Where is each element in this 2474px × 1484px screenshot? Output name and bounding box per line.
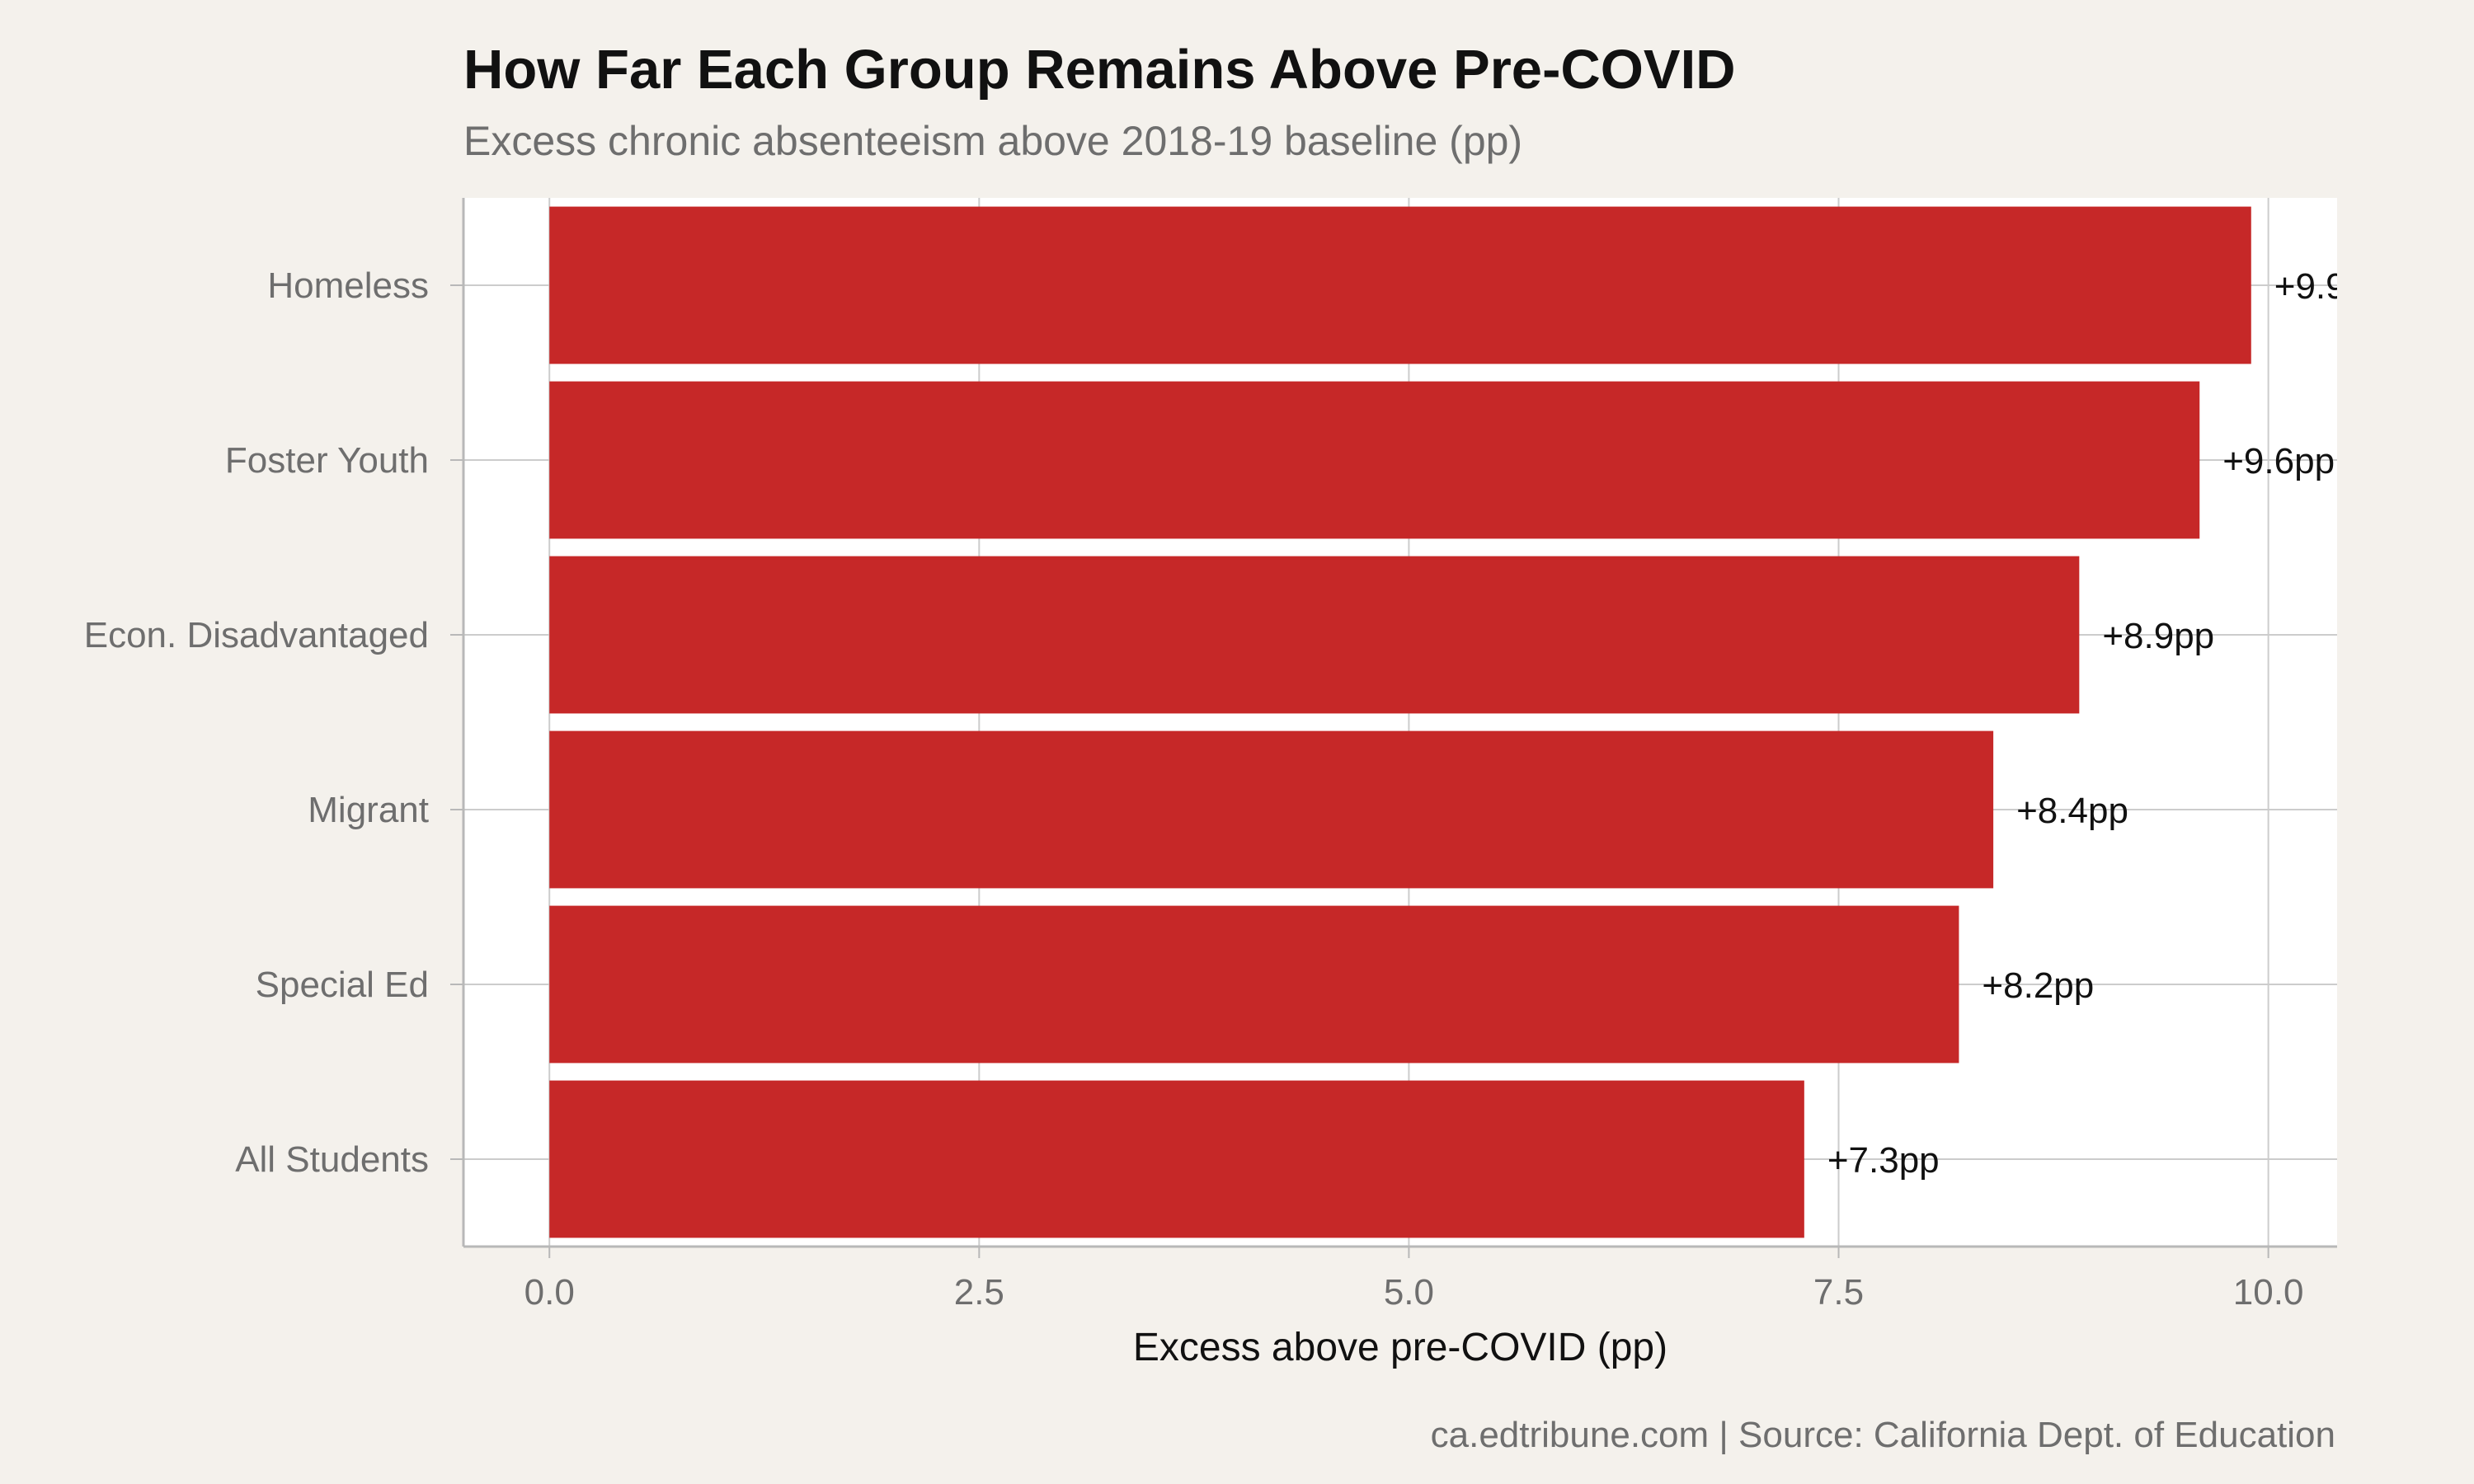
bar: [549, 730, 1994, 889]
y-tick-label: Migrant: [308, 790, 429, 830]
y-tick-label: Foster Youth: [225, 440, 429, 481]
x-tick-label: 2.5: [954, 1272, 1004, 1313]
data-label: +8.9pp: [2102, 616, 2214, 656]
data-label: +8.4pp: [2016, 791, 2128, 831]
plot-panel: [463, 198, 2337, 1247]
y-tick-label: Econ. Disadvantaged: [84, 615, 429, 655]
chart-title: How Far Each Group Remains Above Pre-COV…: [463, 39, 1736, 101]
bar: [549, 381, 2200, 539]
x-axis-title: Excess above pre-COVID (pp): [1133, 1326, 1667, 1369]
bar: [549, 206, 2251, 364]
bar: [549, 905, 1959, 1064]
bar: [549, 556, 2080, 714]
bar: [549, 1080, 1804, 1238]
data-label: +7.3pp: [1827, 1140, 1940, 1181]
x-tick-label: 10.0: [2233, 1272, 2304, 1313]
data-label: +8.2pp: [1982, 965, 2094, 1006]
x-tick-label: 7.5: [1813, 1272, 1864, 1313]
x-tick-label: 0.0: [524, 1272, 575, 1313]
data-label: +9.9pp: [2274, 266, 2387, 307]
chart-subtitle: Excess chronic absenteeism above 2018-19…: [463, 118, 1523, 164]
data-label: +9.6pp: [2222, 441, 2335, 481]
x-tick-label: 5.0: [1384, 1272, 1434, 1313]
source-caption: ca.edtribune.com | Source: California De…: [1430, 1415, 2335, 1455]
y-tick-label: Homeless: [267, 265, 429, 306]
y-tick-label: All Students: [235, 1139, 429, 1180]
y-tick-label: Special Ed: [256, 965, 429, 1005]
